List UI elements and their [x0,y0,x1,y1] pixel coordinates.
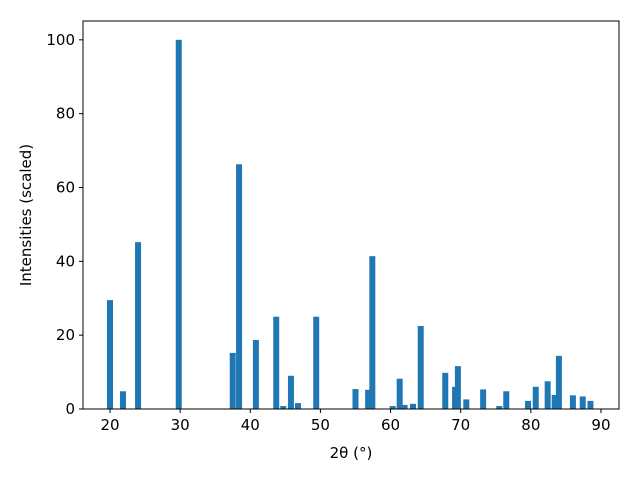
bar [236,164,243,409]
bar [294,403,301,409]
bar [496,406,503,409]
bar [369,256,376,409]
x-tick-label: 30 [171,416,190,434]
bar [463,399,470,409]
bar [442,372,449,409]
bar [273,316,280,409]
bar [401,404,408,409]
bar [119,391,126,409]
x-tick-label: 50 [311,416,330,434]
bar [389,406,396,409]
bar [410,403,417,409]
bar [280,406,287,409]
bar [352,389,359,409]
x-tick-label: 70 [451,416,470,434]
bar [417,325,424,409]
bar [544,381,551,409]
x-tick-label: 60 [381,416,400,434]
bar [175,39,182,409]
bar [107,300,114,409]
y-tick-label: 60 [56,178,75,196]
x-axis-label: 2θ (°) [330,444,373,462]
bar [480,389,487,409]
bar [365,389,372,409]
x-tick-label: 20 [100,416,119,434]
bar [551,394,558,409]
y-tick-label: 80 [56,105,75,123]
plot-frame [82,20,620,410]
y-tick-label: 40 [56,252,75,270]
bar [525,400,532,409]
bar [555,355,562,409]
x-tick-label: 90 [591,416,610,434]
bar [532,386,539,409]
x-tick-label: 80 [521,416,540,434]
bar [313,316,320,409]
bar [396,378,403,409]
y-tick-label: 20 [56,326,75,344]
y-tick-label: 100 [46,31,75,49]
bar [229,352,236,409]
bar [503,391,510,409]
y-tick-label: 0 [65,400,75,418]
y-axis-label: Intensities (scaled) [17,144,35,286]
x-tick-label: 40 [241,416,260,434]
bar [454,366,461,409]
bar [579,396,586,409]
bar [569,395,576,409]
bar [287,375,294,409]
bar [135,242,142,409]
bar [587,400,594,409]
bar [252,339,259,409]
